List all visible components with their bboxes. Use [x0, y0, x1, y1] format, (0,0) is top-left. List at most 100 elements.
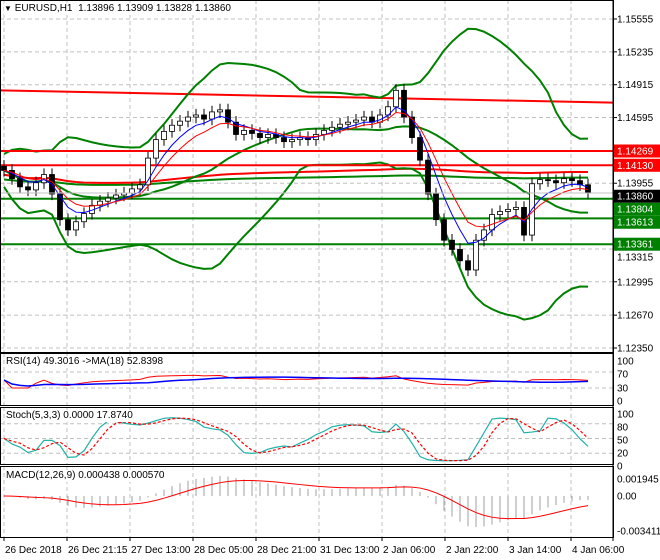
price-tick-label: 1.13315: [617, 253, 654, 264]
rsi-label: RSI(14) 49.3016 ->MA(18) 52.8398: [6, 356, 164, 368]
candle-body: [561, 178, 567, 184]
stoch-tick-label: 100: [617, 410, 634, 421]
candle-body: [281, 137, 287, 143]
time-label: 2 Jan 22:00: [446, 545, 499, 556]
candle-body: [545, 179, 551, 182]
time-label: 28 Dec 21:00: [257, 545, 317, 556]
price-level-label: 1.14269: [617, 147, 654, 158]
price-level-label: 1.14130: [617, 161, 654, 172]
price-tick-label: 1.12995: [617, 277, 654, 288]
ohlc-values: 1.13896 1.13909 1.13828 1.13860: [78, 3, 231, 14]
time-label: 28 Dec 05:00: [194, 545, 254, 556]
candle-body: [417, 137, 423, 161]
candle-body: [361, 116, 367, 121]
price-tick-label: 1.13955: [617, 179, 654, 190]
candle-body: [225, 109, 231, 123]
candle-body: [537, 179, 543, 185]
candle-body: [177, 120, 183, 126]
price-level-badge: [614, 202, 660, 216]
dropdown-triangle-icon[interactable]: ▼: [4, 4, 12, 13]
candle-body: [457, 249, 463, 262]
candle-body: [105, 197, 111, 202]
candle-body: [505, 209, 511, 212]
candle-body: [345, 121, 351, 125]
price-level-badge: [614, 144, 660, 158]
price-level-label: 1.13613: [617, 218, 654, 229]
time-label: 3 Jan 14:00: [509, 545, 562, 556]
time-label: 31 Dec 13:00: [320, 545, 380, 556]
bollinger-upper: [3, 27, 589, 155]
candle-body: [353, 119, 359, 123]
candle-body: [153, 139, 159, 159]
price-tick-label: 1.14595: [617, 113, 654, 124]
candle-body: [265, 134, 271, 138]
price-level-label: 1.13361: [617, 240, 654, 251]
candle-body: [425, 159, 431, 195]
candle-body: [81, 213, 87, 223]
macd-tick-label: 0.001945: [617, 475, 659, 486]
stoch-tick-label: 50: [617, 436, 629, 447]
rsi-tick-label: 70: [617, 370, 629, 381]
bollinger-middle: [3, 125, 589, 214]
candle-body: [129, 188, 135, 194]
candle-body: [161, 131, 167, 141]
trendline-red: [0, 89, 614, 104]
price-level-badge: [614, 158, 660, 172]
macd-signal-line: [3, 479, 589, 520]
rsi-tick-label: 100: [617, 357, 634, 368]
time-label: 4 Jan 06:00: [572, 545, 625, 556]
ma-fast-blue: [3, 106, 589, 244]
candle-body: [401, 89, 407, 118]
price-tick-label: 1.14915: [617, 80, 654, 91]
price-tick-label: 1.12350: [617, 344, 654, 355]
time-label: 26 Dec 21:15: [68, 545, 128, 556]
candle-body: [337, 123, 343, 128]
candle-body: [169, 124, 175, 132]
price-tick-label: 1.12670: [617, 311, 654, 322]
candle-body: [65, 219, 71, 231]
candle-body: [497, 211, 503, 215]
candle-body: [249, 129, 255, 134]
candle-body: [217, 109, 223, 113]
candle-body: [201, 114, 207, 120]
stoch-tick-label: 20: [617, 449, 629, 460]
candle-body: [241, 129, 247, 135]
candle-body: [465, 260, 471, 271]
current-price-badge: [614, 189, 660, 203]
candle-body: [513, 206, 519, 210]
symbol-label: EURUSD,H1: [14, 3, 73, 14]
price-level-badge: [614, 237, 660, 251]
rsi-tick-label: 30: [617, 384, 629, 395]
price-level-badge: [614, 215, 660, 229]
bollinger-lower: [3, 161, 589, 321]
time-label: 2 Jan 06:00: [383, 545, 436, 556]
pane-frame: [0, 0, 614, 353]
candle-body: [433, 193, 439, 221]
candle-body: [569, 178, 575, 182]
candle-body: [145, 157, 151, 186]
macd-tick-label: -0.003411: [617, 527, 660, 538]
macd-tick-label: 0.00: [617, 492, 637, 503]
candle-body: [209, 111, 215, 120]
candle-body: [553, 180, 559, 184]
stoch-tick-label: 0: [617, 462, 623, 473]
candle-body: [57, 193, 63, 221]
price-level-label: 1.13804: [617, 205, 654, 216]
time-label: 27 Dec 13:00: [131, 545, 191, 556]
price-tick-label: 1.15235: [617, 47, 654, 58]
candle-body: [25, 186, 31, 191]
stoch-signal-line: [3, 417, 589, 462]
ma-fast-red: [3, 111, 589, 228]
candle-body: [185, 116, 191, 122]
rsi-ma-line: [3, 376, 589, 387]
price-tick-label: 1.15555: [617, 15, 654, 26]
candle-body: [233, 121, 239, 135]
candle-body: [289, 139, 295, 143]
macd-label: MACD(12,26,9) 0.000438 0.000570: [6, 470, 165, 482]
candle-body: [329, 126, 335, 131]
candle-body: [193, 114, 199, 118]
candle-body: [473, 239, 479, 271]
stoch-label: Stoch(5,3,3) 0.0000 17.8740: [6, 410, 133, 422]
